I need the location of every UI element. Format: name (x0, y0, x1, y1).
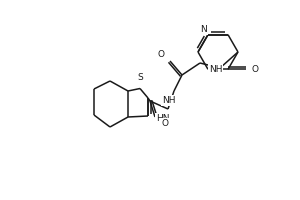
Text: S: S (137, 72, 143, 82)
Text: NH: NH (162, 96, 176, 105)
Text: HN: HN (156, 114, 170, 123)
Text: N: N (200, 25, 207, 34)
Text: O: O (157, 50, 164, 59)
Text: O: O (161, 119, 168, 128)
Text: O: O (252, 65, 259, 74)
Text: NH: NH (209, 65, 223, 74)
